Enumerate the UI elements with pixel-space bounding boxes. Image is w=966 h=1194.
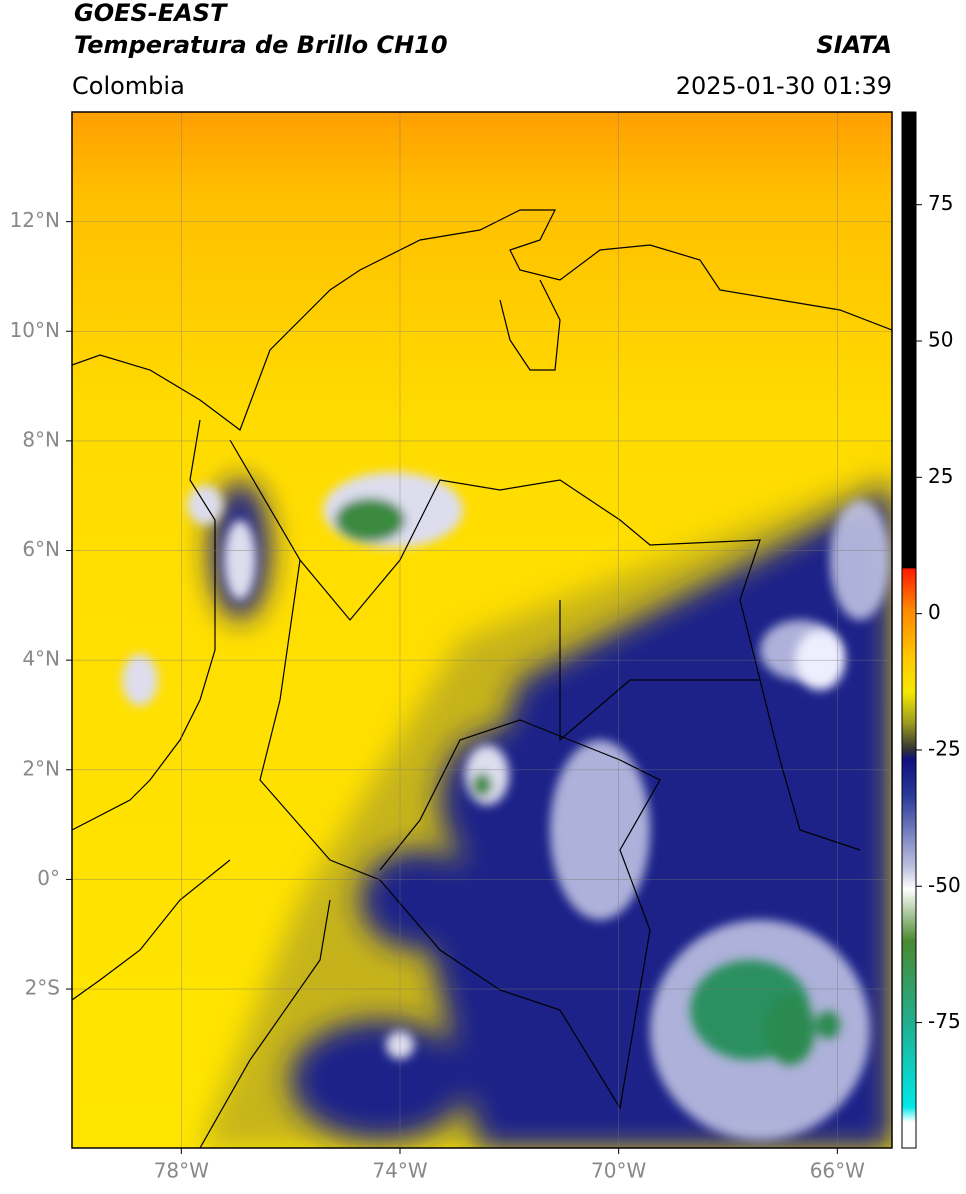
- colorbar: [901, 111, 917, 1149]
- lat-tick-label: 4°N: [22, 647, 60, 671]
- map-frame: [71, 111, 893, 1149]
- lat-tick-label: 0°: [37, 866, 60, 890]
- lon-tick-label: 74°W: [372, 1159, 427, 1183]
- colorbar-tick-label: -25: [928, 736, 961, 760]
- colorbar-tick-label: 0: [928, 600, 941, 624]
- product: Temperatura de Brillo CH10: [74, 31, 448, 59]
- lon-tick-label: 66°W: [810, 1159, 865, 1183]
- lat-tick-label: 8°N: [22, 427, 60, 451]
- satellite: GOES-EAST: [74, 0, 228, 27]
- lat-tick-label: 10°N: [10, 318, 60, 342]
- region: Colombia: [72, 72, 185, 100]
- datetime: 2025-01-30 01:39: [676, 72, 892, 100]
- lon-tick-label: 70°W: [591, 1159, 646, 1183]
- lat-tick-label: 6°N: [22, 537, 60, 561]
- colorbar-tick-label: -50: [928, 873, 961, 897]
- lat-tick-label: 2°N: [22, 756, 60, 780]
- colorbar-tick-label: -75: [928, 1009, 961, 1033]
- agency: SIATA: [816, 31, 892, 59]
- colorbar-tick-label: 50: [928, 328, 953, 352]
- lat-tick-label: 12°N: [10, 208, 60, 232]
- colorbar-tick-label: 25: [928, 464, 953, 488]
- colorbar-tick-label: 75: [928, 191, 953, 215]
- satellite-image: [72, 112, 892, 1148]
- lon-tick-label: 78°W: [154, 1159, 209, 1183]
- lat-tick-label: 2°S: [25, 976, 60, 1000]
